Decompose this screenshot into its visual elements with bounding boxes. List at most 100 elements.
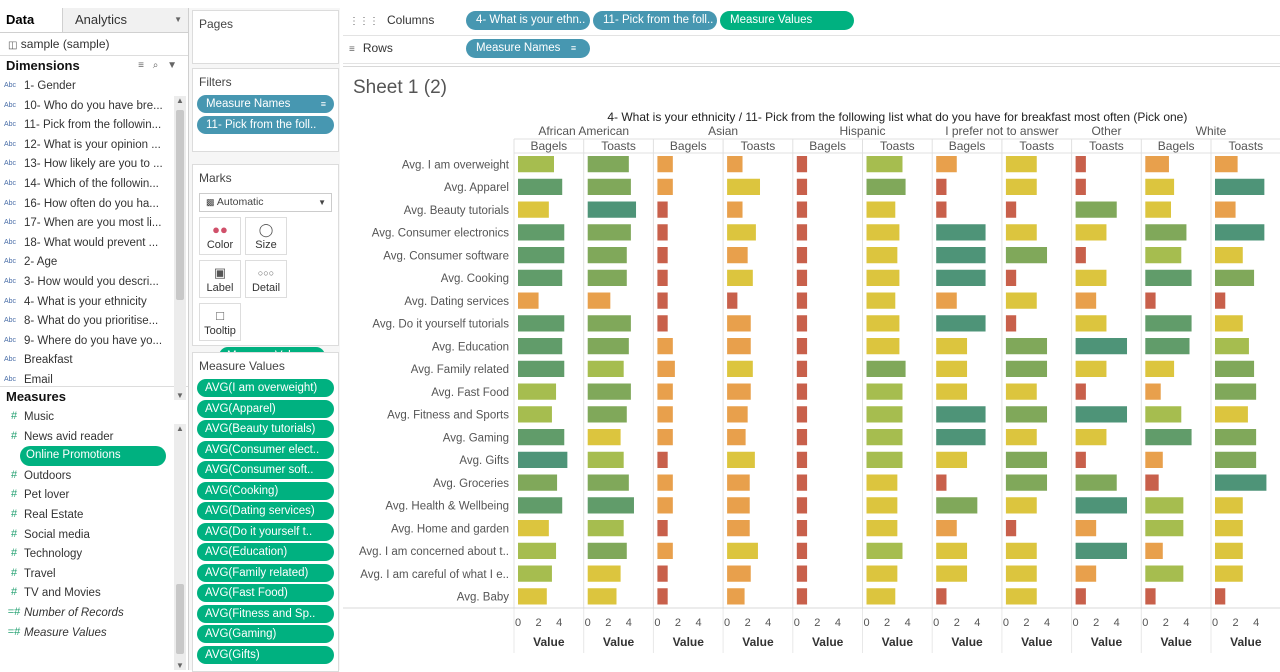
tooltip-button[interactable]: □ Tooltip bbox=[199, 303, 241, 341]
measure-field[interactable]: # Technology bbox=[0, 544, 164, 564]
scroll-thumb[interactable] bbox=[176, 110, 184, 300]
measure-field[interactable]: # Pet lover bbox=[0, 485, 164, 505]
measure-value-pill[interactable]: AVG(Beauty tutorials) bbox=[197, 420, 334, 438]
scroll-thumb[interactable] bbox=[176, 584, 184, 654]
columns-pill[interactable]: 4- What is your ethn.. bbox=[466, 11, 590, 30]
chart-header: 4- What is your ethnicity / 11- Pick fro… bbox=[607, 110, 1187, 124]
datasource[interactable]: ◫ sample (sample) bbox=[0, 33, 188, 55]
rows-pills: Measure Names ≡ bbox=[466, 39, 593, 58]
measure-field[interactable]: =# Measure Values bbox=[0, 623, 164, 643]
scroll-down-icon[interactable]: ▼ bbox=[176, 391, 184, 400]
columns-pill[interactable]: Measure Values bbox=[720, 11, 854, 30]
filters-card[interactable]: Filters Measure Names ≡ 11- Pick from the … bbox=[192, 68, 339, 152]
axis-tick-label: 0 bbox=[933, 617, 939, 629]
dimension-field[interactable]: Abc 1- Gender bbox=[0, 76, 164, 96]
measure-field[interactable]: # Real Estate bbox=[0, 505, 164, 525]
dimension-field[interactable]: Abc 14- Which of the followin... bbox=[0, 174, 164, 194]
color-button[interactable]: ●● Color bbox=[199, 217, 241, 255]
measure-value-pill[interactable]: AVG(Apparel) bbox=[197, 399, 334, 418]
bar bbox=[518, 292, 539, 309]
measure-field[interactable]: # Outdoors bbox=[0, 466, 164, 486]
column-header: Toasts bbox=[741, 139, 776, 153]
dimension-field[interactable]: Abc 2- Age bbox=[0, 252, 164, 272]
columns-pill[interactable]: 11- Pick from the foll.. bbox=[593, 11, 717, 30]
bar bbox=[796, 474, 808, 491]
label-button[interactable]: ▣ Label bbox=[199, 260, 241, 298]
bar bbox=[1005, 178, 1037, 195]
measure-field[interactable]: Online Promotions bbox=[20, 446, 166, 466]
dimension-field[interactable]: Abc 11- Pick from the followin... bbox=[0, 115, 164, 135]
tab-analytics[interactable]: Analytics ▼ bbox=[63, 8, 188, 32]
axis-tick-label: 0 bbox=[515, 617, 521, 629]
dimension-field[interactable]: Abc Email bbox=[0, 370, 164, 386]
filter-pill[interactable]: Measure Names ≡ bbox=[197, 95, 334, 113]
measure-type-icon: # bbox=[10, 527, 18, 540]
tab-data[interactable]: Data bbox=[0, 8, 63, 32]
scroll-up-icon[interactable]: ▲ bbox=[176, 424, 184, 433]
measure-value-pill[interactable]: AVG(Gaming) bbox=[197, 625, 334, 643]
bar bbox=[657, 588, 668, 605]
field-name: 11- Pick from the followin... bbox=[24, 119, 162, 132]
dimension-field[interactable]: Abc 17- When are you most li... bbox=[0, 213, 164, 233]
bar bbox=[1075, 520, 1097, 537]
measure-value-pill[interactable]: AVG(Consumer elect.. bbox=[197, 440, 334, 459]
measure-value-pill[interactable]: AVG(Consumer soft.. bbox=[197, 461, 334, 479]
measure-value-pill[interactable]: AVG(Do it yourself t.. bbox=[197, 522, 334, 541]
dimension-field[interactable]: Abc 9- Where do you have yo... bbox=[0, 331, 164, 351]
filter-pill-label: Measure Names bbox=[206, 98, 291, 110]
rows-pill[interactable]: Measure Names ≡ bbox=[466, 39, 590, 58]
measure-value-pill[interactable]: AVG(Dating services) bbox=[197, 502, 334, 520]
measures-scrollbar[interactable]: ▲ ▼ bbox=[174, 424, 186, 670]
size-button[interactable]: ◯ Size bbox=[245, 217, 287, 255]
bar bbox=[796, 201, 808, 218]
row-label: Avg. Family related bbox=[411, 364, 509, 376]
measure-field[interactable]: =# Number of Records bbox=[0, 603, 164, 623]
measure-value-pill[interactable]: AVG(Fast Food) bbox=[197, 584, 334, 602]
dimension-field[interactable]: Abc 4- What is your ethnicity bbox=[0, 292, 164, 312]
measure-field[interactable]: # Travel bbox=[0, 564, 164, 584]
dimension-field[interactable]: Abc 12- What is your opinion ... bbox=[0, 135, 164, 155]
bar bbox=[727, 429, 746, 446]
scroll-down-icon[interactable]: ▼ bbox=[176, 661, 184, 670]
field-name: Breakfast bbox=[24, 354, 73, 367]
bar bbox=[936, 224, 986, 241]
measure-value-pill[interactable]: AVG(Cooking) bbox=[197, 481, 334, 500]
measures-header: Measures bbox=[6, 389, 66, 404]
measure-value-pill[interactable]: AVG(Family related) bbox=[197, 563, 334, 582]
dimension-field[interactable]: Abc 18- What would prevent ... bbox=[0, 233, 164, 253]
bar bbox=[727, 383, 751, 400]
dimension-field[interactable]: Abc 3- How would you descri... bbox=[0, 272, 164, 292]
measure-field[interactable]: # Music bbox=[0, 407, 164, 427]
measure-value-pill[interactable]: AVG(Fitness and Sp.. bbox=[197, 604, 334, 623]
columns-shelf[interactable]: ⋮⋮⋮ Columns 4- What is your ethn.. 11- Pic… bbox=[343, 8, 1280, 36]
chevron-down-icon[interactable]: ▼ bbox=[174, 15, 182, 24]
search-icon[interactable]: ≡ ⌕ ▼ bbox=[138, 60, 180, 71]
measure-value-pill[interactable]: AVG(Gifts) bbox=[197, 645, 334, 664]
column-header: Toasts bbox=[601, 139, 636, 153]
measure-field[interactable]: # News avid reader bbox=[0, 427, 164, 447]
measure-field[interactable]: # Social media bbox=[0, 525, 164, 545]
size-icon: ◯ bbox=[258, 222, 274, 237]
detail-button[interactable]: ○○○ Detail bbox=[245, 260, 287, 298]
measure-value-pill[interactable]: AVG(I am overweight) bbox=[197, 379, 334, 397]
dimension-field[interactable]: Abc 13- How likely are you to ... bbox=[0, 154, 164, 174]
dimension-field[interactable]: Abc 16- How often do you ha... bbox=[0, 194, 164, 214]
measure-values-pills: AVG(I am overweight) AVG(Apparel) AVG(Beau… bbox=[193, 379, 338, 664]
cards-pane: Pages Filters Measure Names ≡ 11- Pick fro… bbox=[189, 8, 340, 672]
dimension-field[interactable]: Abc 8- What do you prioritise... bbox=[0, 311, 164, 331]
measure-field[interactable]: # TV and Movies bbox=[0, 583, 164, 603]
bar bbox=[727, 451, 755, 468]
bar bbox=[518, 451, 568, 468]
field-name: 3- How would you descri... bbox=[24, 275, 159, 288]
rows-shelf[interactable]: ≡ Rows Measure Names ≡ bbox=[343, 36, 1280, 64]
dimension-field[interactable]: Abc 10- Who do you have bre... bbox=[0, 96, 164, 116]
bar bbox=[657, 247, 668, 264]
filter-pill[interactable]: 11- Pick from the foll.. bbox=[197, 116, 334, 134]
mark-type-select[interactable]: ▩ Automatic ▼ bbox=[199, 193, 332, 212]
scroll-up-icon[interactable]: ▲ bbox=[176, 96, 184, 105]
dimensions-scrollbar[interactable]: ▲ ▼ bbox=[174, 96, 186, 400]
dimension-field[interactable]: Abc Breakfast bbox=[0, 350, 164, 370]
measure-value-pill[interactable]: AVG(Education) bbox=[197, 543, 334, 561]
bar bbox=[1075, 542, 1128, 559]
pages-card[interactable]: Pages bbox=[192, 10, 339, 64]
